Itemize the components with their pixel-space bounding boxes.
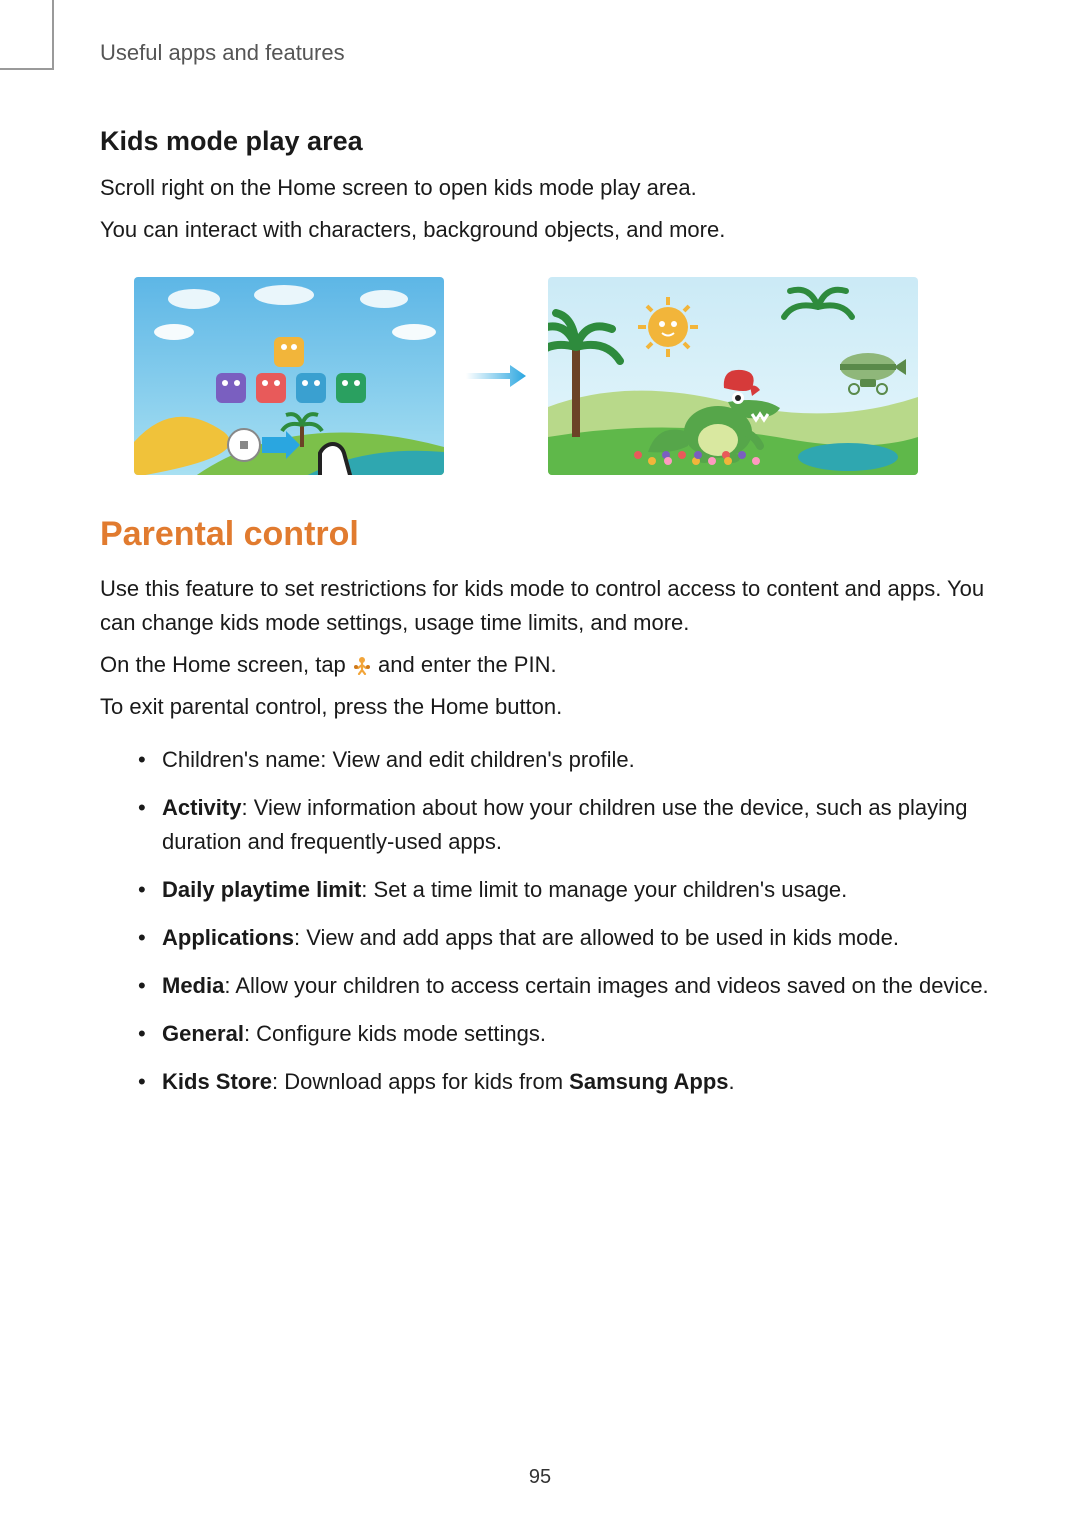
list-item-text: : Allow your children to access certain …	[224, 973, 988, 998]
list-item: Activity: View information about how you…	[134, 791, 1000, 859]
transition-arrow	[466, 277, 526, 475]
list-item: Children's name: View and edit children'…	[134, 743, 1000, 777]
list-item: Kids Store: Download apps for kids from …	[134, 1065, 1000, 1099]
screenshot-home-svg	[134, 277, 444, 475]
list-item-term: Applications	[162, 925, 294, 950]
figure-row	[134, 277, 1000, 475]
parental-control-icon	[352, 655, 372, 675]
screenshot-play-area-svg	[548, 277, 918, 475]
list-item: Applications: View and add apps that are…	[134, 921, 1000, 955]
screenshot-home	[134, 277, 444, 475]
chapter-title: Useful apps and features	[100, 40, 1000, 66]
screenshot-play-area	[548, 277, 918, 475]
bullet-list: Children's name: View and edit children'…	[134, 743, 1000, 1100]
section-heading-kids-mode: Kids mode play area	[100, 126, 1000, 157]
list-item-text: .	[729, 1069, 735, 1094]
list-item-term: Samsung Apps	[569, 1069, 728, 1094]
page-number: 95	[529, 1466, 551, 1489]
list-item-text: : Download apps for kids from	[272, 1069, 569, 1094]
list-item-text: : Set a time limit to manage your childr…	[361, 877, 847, 902]
list-item-text: : View and add apps that are allowed to …	[294, 925, 899, 950]
text-fragment: and enter the PIN.	[372, 652, 557, 677]
tab-strip	[0, 0, 54, 70]
paragraph: Scroll right on the Home screen to open …	[100, 171, 1000, 205]
list-item: Daily playtime limit: Set a time limit t…	[134, 873, 1000, 907]
list-item-term: Activity	[162, 795, 241, 820]
paragraph: To exit parental control, press the Home…	[100, 690, 1000, 724]
paragraph: Use this feature to set restrictions for…	[100, 572, 1000, 640]
list-item-text: : Configure kids mode settings.	[244, 1021, 546, 1046]
list-item-text: : View information about how your childr…	[162, 795, 968, 854]
list-item-term: Daily playtime limit	[162, 877, 361, 902]
text-fragment: On the Home screen, tap	[100, 652, 352, 677]
list-item-term: General	[162, 1021, 244, 1046]
paragraph: You can interact with characters, backgr…	[100, 213, 1000, 247]
paragraph: On the Home screen, tap and enter the PI…	[100, 648, 1000, 682]
arrow-right-icon	[466, 361, 526, 391]
section-heading-parental-control: Parental control	[100, 515, 1000, 554]
list-item-term: Kids Store	[162, 1069, 272, 1094]
list-item: General: Configure kids mode settings.	[134, 1017, 1000, 1051]
list-item-term: Media	[162, 973, 224, 998]
list-item: Media: Allow your children to access cer…	[134, 969, 1000, 1003]
list-item-text: Children's name: View and edit children'…	[162, 747, 635, 772]
